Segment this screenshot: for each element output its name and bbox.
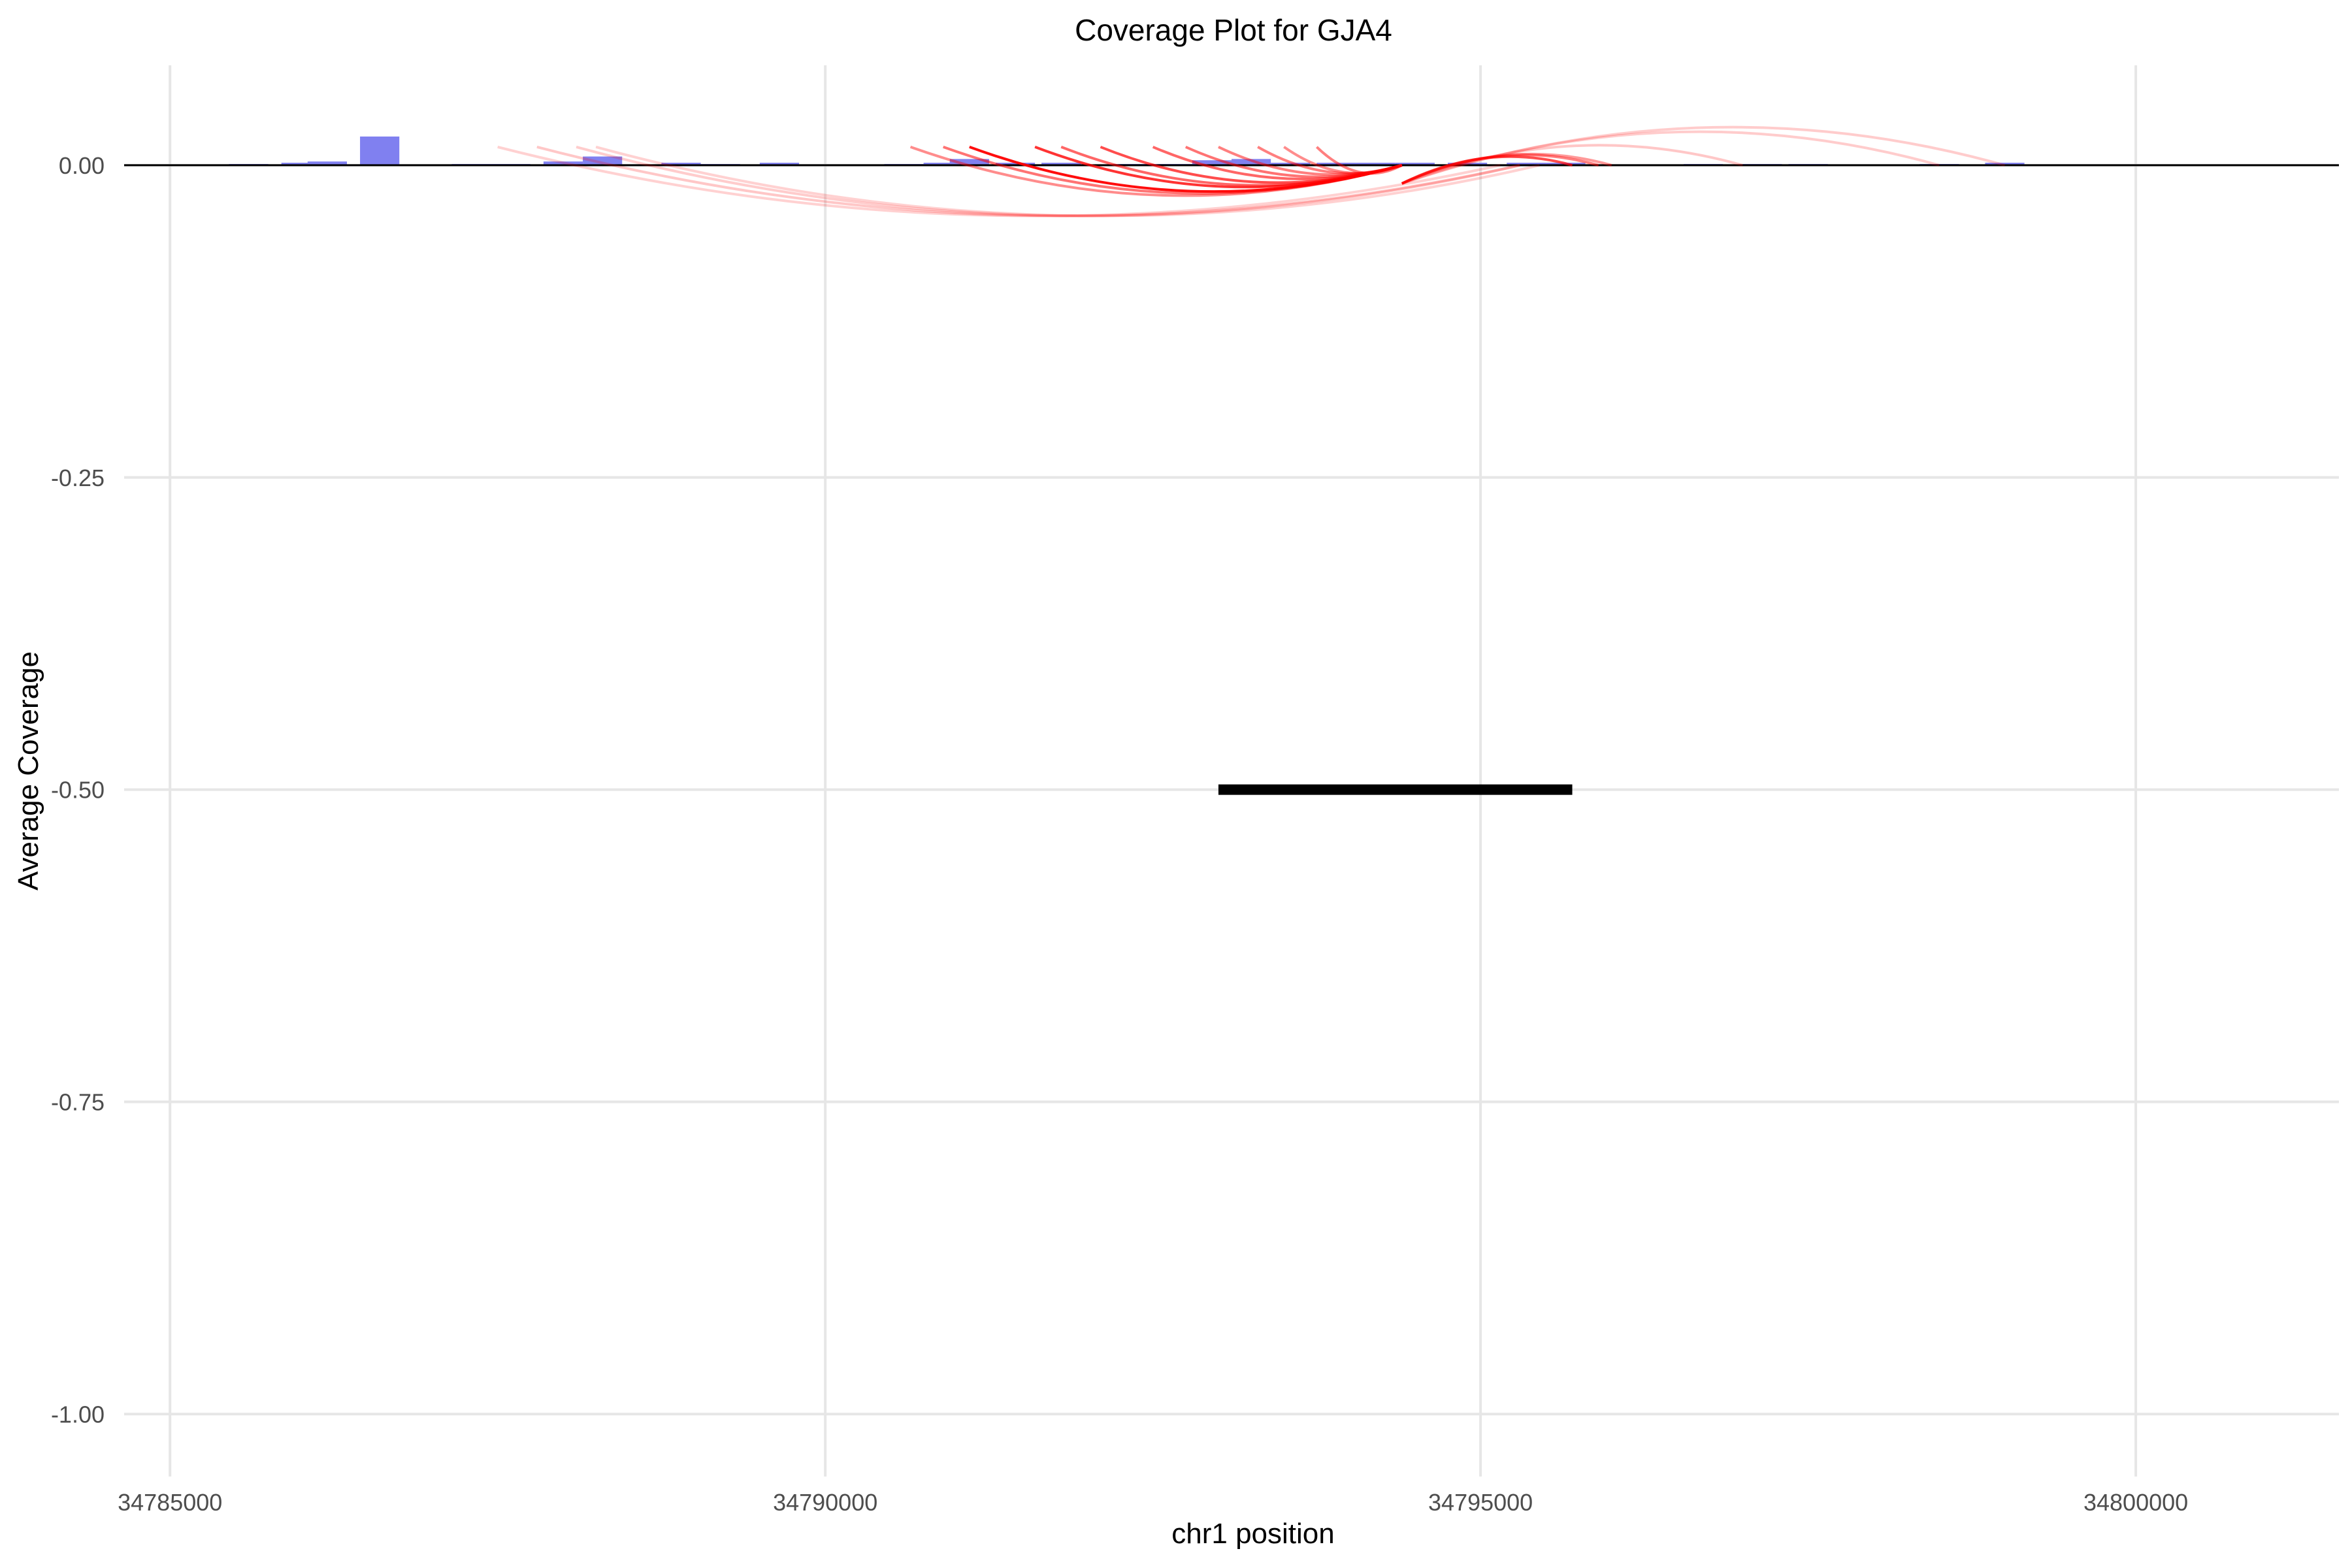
y-tick-label: -0.25 bbox=[51, 465, 105, 491]
junction-arc bbox=[1401, 144, 1743, 185]
coverage-bar bbox=[543, 161, 583, 165]
coverage-bar bbox=[1232, 159, 1271, 165]
coverage-bar bbox=[281, 163, 321, 165]
x-axis-ticks: 34785000 34790000 34795000 34800000 bbox=[118, 1489, 2188, 1516]
coverage-bar bbox=[1447, 163, 1488, 165]
junction-arc bbox=[1401, 125, 2006, 185]
coverage-bar bbox=[949, 159, 989, 165]
coverage-bar bbox=[661, 163, 701, 165]
junction-arc bbox=[536, 145, 1520, 218]
coverage-bars bbox=[229, 136, 2025, 166]
coverage-bar bbox=[923, 163, 963, 165]
coverage-bar bbox=[1192, 160, 1232, 165]
x-tick-label: 34795000 bbox=[1428, 1489, 1533, 1516]
y-axis-ticks: 0.00 -0.25 -0.50 -0.75 -1.00 bbox=[51, 152, 105, 1428]
y-tick-label: -0.50 bbox=[51, 777, 105, 804]
x-tick-label: 34785000 bbox=[118, 1489, 222, 1516]
chart-title: Coverage Plot for GJA4 bbox=[1075, 13, 1392, 47]
coverage-bar bbox=[1041, 163, 1081, 165]
junction-arc bbox=[1401, 154, 1599, 185]
y-tick-label: -0.75 bbox=[51, 1089, 105, 1116]
junction-arc bbox=[1257, 146, 1403, 175]
coverage-bar bbox=[1507, 163, 1546, 165]
coverage-bar bbox=[1395, 163, 1435, 165]
coverage-bar bbox=[1271, 163, 1311, 165]
junction-arc bbox=[1315, 146, 1403, 175]
junction-arc bbox=[595, 145, 1540, 218]
y-tick-label: 0.00 bbox=[59, 152, 105, 179]
x-tick-label: 34800000 bbox=[2083, 1489, 2188, 1516]
x-tick-label: 34790000 bbox=[773, 1489, 877, 1516]
coverage-bar bbox=[1985, 163, 2025, 165]
coverage-bar bbox=[1356, 163, 1396, 165]
coverage-bar bbox=[759, 163, 800, 165]
coverage-bar bbox=[995, 163, 1036, 165]
junction-arc bbox=[576, 145, 1520, 218]
coverage-bar bbox=[360, 136, 400, 165]
x-axis-title: chr1 position bbox=[1171, 1518, 1334, 1550]
junction-arcs bbox=[497, 125, 2006, 218]
y-axis-title: Average Coverage bbox=[12, 651, 44, 890]
junction-arc bbox=[1283, 146, 1403, 175]
coverage-bar bbox=[307, 161, 348, 165]
coverage-bar bbox=[583, 156, 623, 165]
junction-arc bbox=[1401, 152, 1612, 185]
junction-arc bbox=[1401, 130, 1940, 185]
grid-layer bbox=[124, 65, 2339, 1477]
junction-arc bbox=[497, 145, 1501, 218]
y-tick-label: -1.00 bbox=[51, 1401, 105, 1428]
